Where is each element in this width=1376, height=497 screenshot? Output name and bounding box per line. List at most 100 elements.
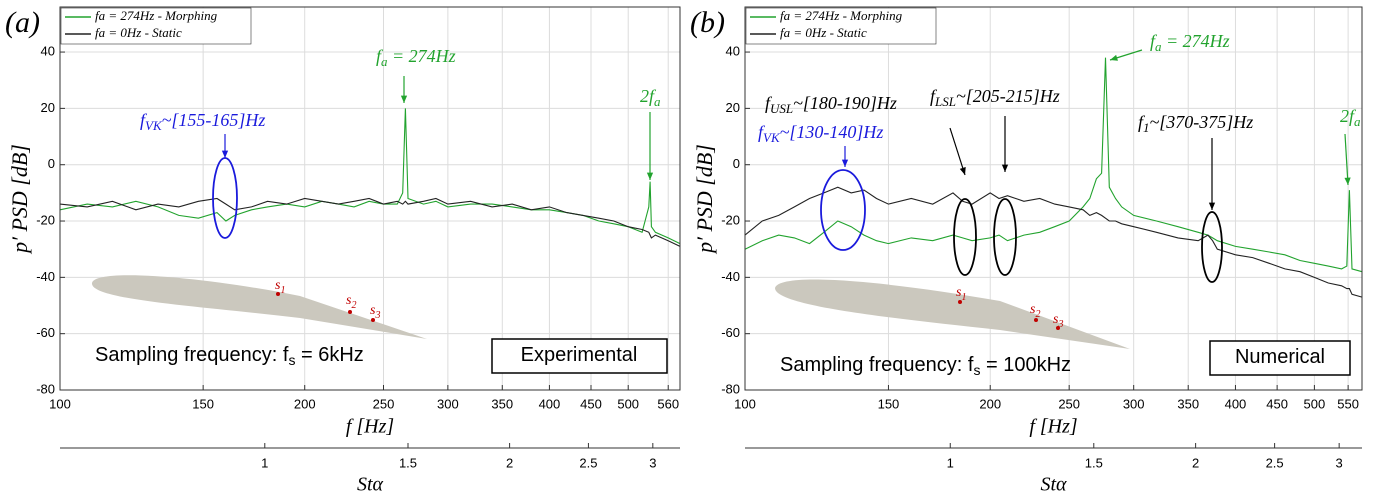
highlight-ellipse <box>1201 211 1223 283</box>
annotation-text: Experimental <box>521 344 638 366</box>
annotation-subscript: 3 <box>1057 319 1063 330</box>
annotation-subscript: VK <box>145 118 163 133</box>
y-tick-label: -60 <box>721 325 740 340</box>
x-tick-label: 500 <box>617 396 639 411</box>
arrow-head <box>959 167 966 175</box>
annotation-text: f <box>758 122 766 142</box>
annotation-tail: ~[370-375]Hz <box>1150 112 1254 132</box>
legend-label: fa = 0Hz - Static <box>95 25 182 40</box>
sensor-dot <box>1034 318 1038 322</box>
annotation-tail: ~[180-190]Hz <box>793 93 897 113</box>
y-tick-label: -20 <box>721 212 740 227</box>
annotation-subscript: 1 <box>280 285 285 296</box>
x2-tick-label: 2 <box>1192 455 1199 470</box>
annotation: fa = 274Hz <box>376 46 456 69</box>
annotation-text: f <box>930 86 938 106</box>
annotation-text: f <box>1150 31 1158 51</box>
annotation: Sampling frequency: fs = 100kHz <box>780 354 1071 377</box>
annotation-subscript: LSL <box>934 94 956 109</box>
annotation-subscript: a <box>381 54 388 69</box>
annotation-subscript: a <box>1354 114 1361 129</box>
annotation: fVK~[130-140]Hz <box>758 122 883 145</box>
arrow-head <box>1208 202 1216 210</box>
annotation: s3 <box>370 303 380 321</box>
annotation-text: s <box>346 293 352 308</box>
y-tick-label: 0 <box>48 156 55 171</box>
annotation-box <box>1209 340 1351 376</box>
annotation-arrow <box>949 127 966 176</box>
y-tick-label: 40 <box>41 43 55 58</box>
annotation-text: Sampling frequency: f <box>95 344 289 366</box>
annotation-text: Numerical <box>1235 346 1325 368</box>
x-tick-label: 500 <box>1304 396 1326 411</box>
annotation-subscript: 3 <box>374 310 380 321</box>
annotation: fLSL~[205-215]Hz <box>930 86 1060 109</box>
y-axis-label: p′ PSD [dB] <box>692 144 717 255</box>
legend-box <box>745 7 937 45</box>
annotation-subscript: VK <box>763 130 781 145</box>
y-tick-label: -60 <box>36 325 55 340</box>
x-tick-label: 550 <box>1337 396 1359 411</box>
sensor-dot <box>1056 326 1060 330</box>
annotation-subscript: 2 <box>1035 309 1040 320</box>
series-line <box>59 197 681 247</box>
annotation-subscript: s <box>288 352 295 368</box>
annotation-subscript: a <box>654 94 661 109</box>
panel-label: (a) <box>5 6 40 39</box>
annotation-subscript: USL <box>770 101 793 116</box>
airfoil <box>91 275 427 339</box>
annotation-text: f <box>765 93 773 113</box>
y-tick-label: -40 <box>721 269 740 284</box>
x2-axis-label: Stα <box>1040 474 1067 496</box>
x2-tick-label: 1 <box>261 455 268 470</box>
x2-tick-label: 2.5 <box>579 455 597 470</box>
x-tick-label: 100 <box>734 396 756 411</box>
highlight-ellipse <box>820 169 866 251</box>
annotation-tail: = 6kHz <box>295 344 363 366</box>
y-axis-label: p′ PSD [dB] <box>7 144 32 255</box>
annotation-tail: = 100kHz <box>980 354 1071 376</box>
x-tick-label: 250 <box>1058 396 1080 411</box>
annotation-subscript: s <box>973 362 980 378</box>
annotation-text: s <box>1053 312 1059 327</box>
annotation: fVK~[155-165]Hz <box>140 110 265 133</box>
x-tick-label: 450 <box>580 396 602 411</box>
annotation: 2fa <box>640 86 661 109</box>
legend-label: fa = 274Hz - Morphing <box>780 8 903 23</box>
x-axis-label: f [Hz] <box>1029 416 1077 438</box>
annotation: s3 <box>1053 312 1063 330</box>
annotation-text: s <box>956 285 962 300</box>
panel-label: (b) <box>690 6 725 39</box>
annotation: 2fa <box>1340 106 1361 129</box>
x2-tick-label: 2 <box>506 455 513 470</box>
x2-tick-label: 1 <box>947 455 954 470</box>
legend-label: fa = 274Hz - Morphing <box>95 8 218 23</box>
panel: 100 150 200 250 300 350 400 450 500 560-80-60-40-… <box>5 6 681 496</box>
y-tick-label: 20 <box>41 100 55 115</box>
y-tick-label: -80 <box>721 381 740 396</box>
annotation: Sampling frequency: fs = 6kHz <box>95 344 364 367</box>
annotation-text: s <box>1030 302 1036 317</box>
x-tick-label: 560 <box>657 396 679 411</box>
x2-tick-label: 3 <box>649 455 656 470</box>
x2-tick-label: 3 <box>1336 455 1343 470</box>
annotation-text: s <box>275 278 281 293</box>
x-tick-label: 300 <box>437 396 459 411</box>
series-line <box>744 57 1363 273</box>
x2-axis-label: Stα <box>357 474 384 496</box>
annotation: fUSL~[180-190]Hz <box>765 93 897 116</box>
x2-tick-label: 2.5 <box>1266 455 1284 470</box>
arrow-head <box>400 95 408 103</box>
highlight-ellipse <box>993 198 1017 276</box>
annotation-subscript: 1 <box>1143 120 1150 135</box>
arrow-head <box>1110 54 1118 61</box>
x-tick-label: 150 <box>878 396 900 411</box>
annotation-subscript: 1 <box>961 292 966 303</box>
annotation: s1 <box>956 285 966 303</box>
arrow-head <box>841 159 849 167</box>
highlight-ellipse <box>953 198 977 276</box>
annotation-text: s <box>370 303 376 318</box>
x-tick-label: 250 <box>373 396 395 411</box>
annotation: s1 <box>275 278 285 296</box>
arrow-head <box>221 150 229 158</box>
